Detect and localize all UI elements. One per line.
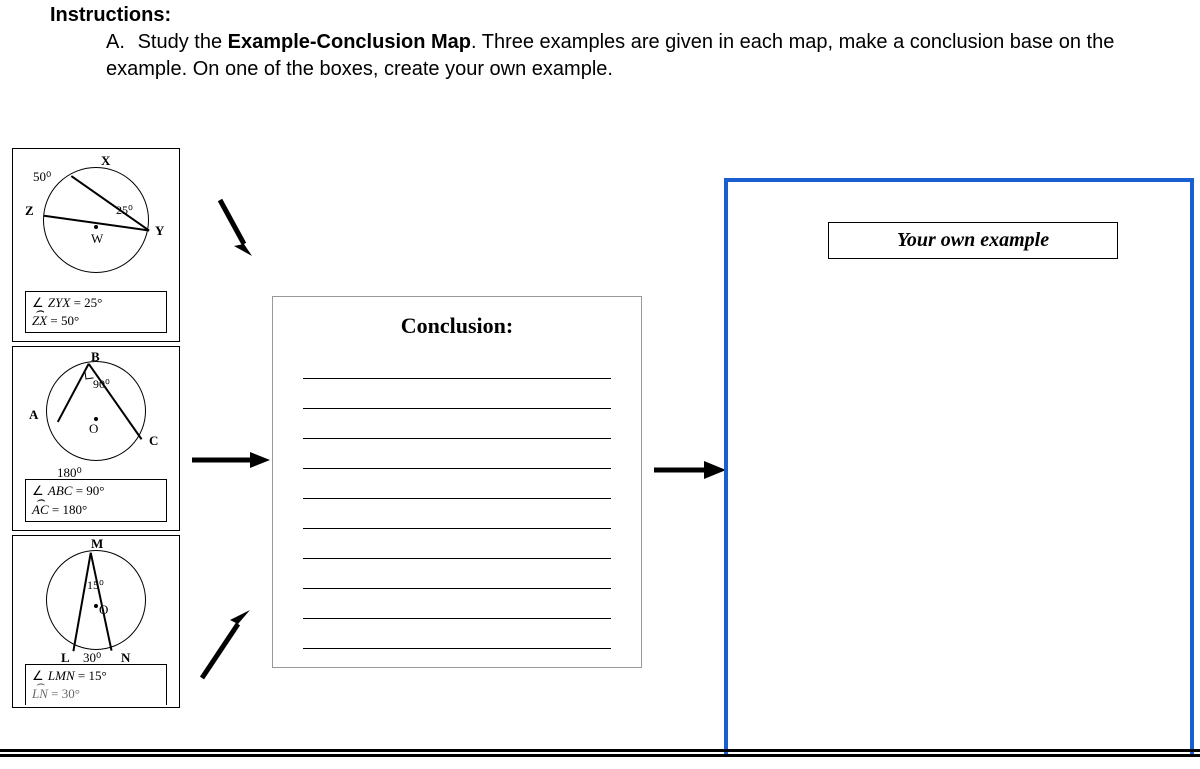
arc-30: 30⁰	[83, 650, 101, 666]
conclusion-lines	[303, 357, 611, 649]
point-x: X	[101, 153, 110, 169]
point-z: Z	[25, 203, 34, 219]
examples-column: X Y Z W 50⁰ 25⁰ ZYX = 25° ZX = 50° B A C…	[12, 148, 180, 708]
write-line[interactable]	[303, 627, 611, 649]
write-line[interactable]	[303, 537, 611, 559]
instructions-text-bold: Example-Conclusion Map	[228, 31, 471, 53]
point-a: A	[29, 407, 38, 423]
arrow-conclusion-to-own	[650, 450, 730, 490]
point-y: Y	[155, 223, 164, 239]
example-box-1: X Y Z W 50⁰ 25⁰ ZYX = 25° ZX = 50°	[12, 148, 180, 342]
point-l: L	[61, 650, 70, 666]
fact-3b: LN = 30°	[32, 685, 160, 703]
fact-2b: AC = 180°	[32, 501, 160, 519]
angle-25: 25⁰	[116, 203, 133, 218]
arc-180: 180⁰	[57, 465, 82, 481]
arrow-ex3-to-conclusion	[188, 600, 268, 690]
point-b: B	[91, 349, 100, 365]
write-line[interactable]	[303, 477, 611, 499]
write-line[interactable]	[303, 357, 611, 379]
arrow-ex1-to-conclusion	[200, 190, 270, 270]
example-box-3: M L N O 15⁰ 30⁰ LMN = 15° LN = 30°	[12, 535, 180, 708]
circle-3	[46, 550, 146, 650]
angle-90: 90⁰	[93, 377, 110, 392]
facts-1: ZYX = 25° ZX = 50°	[25, 291, 167, 333]
write-line[interactable]	[303, 597, 611, 619]
angle-15: 15⁰	[87, 578, 104, 593]
instructions-text-pre: Study the	[138, 31, 228, 53]
fact-1b: ZX = 50°	[32, 312, 160, 330]
center-w: W	[91, 231, 103, 247]
bottom-double-rule	[0, 749, 1200, 757]
instructions-body: A. Study the Example-Conclusion Map. Thr…	[106, 29, 1170, 83]
conclusion-box: Conclusion:	[272, 296, 642, 668]
own-example-box[interactable]: Your own example	[724, 178, 1194, 754]
arrow-ex2-to-conclusion	[186, 440, 276, 480]
facts-3: LMN = 15° LN = 30°	[25, 664, 167, 705]
circle-diagram-1: X Y Z W 50⁰ 25⁰	[31, 155, 161, 285]
center-o-3: O	[99, 602, 108, 618]
instructions-letter: A.	[106, 29, 132, 56]
circle-diagram-2: B A C O 90⁰ 180⁰	[31, 353, 161, 473]
circle-diagram-3: M L N O 15⁰ 30⁰	[31, 542, 161, 658]
point-m: M	[91, 536, 103, 552]
center-o-2: O	[89, 421, 98, 437]
point-c: C	[149, 433, 158, 449]
fact-3a: LMN = 15°	[32, 667, 160, 685]
instructions-heading: Instructions:	[50, 4, 1170, 27]
fact-1a: ZYX = 25°	[32, 294, 160, 312]
facts-2: ABC = 90° AC = 180°	[25, 479, 167, 521]
write-line[interactable]	[303, 507, 611, 529]
fact-2a: ABC = 90°	[32, 482, 160, 500]
write-line[interactable]	[303, 567, 611, 589]
example-box-2: B A C O 90⁰ 180⁰ ABC = 90° AC = 180°	[12, 346, 180, 530]
write-line[interactable]	[303, 447, 611, 469]
own-example-label: Your own example	[828, 222, 1118, 259]
write-line[interactable]	[303, 387, 611, 409]
center-dot-3	[94, 604, 98, 608]
center-dot	[94, 225, 98, 229]
instructions-block: Instructions: A. Study the Example-Concl…	[50, 4, 1170, 83]
conclusion-title: Conclusion:	[303, 313, 611, 339]
arc-50: 50⁰	[33, 169, 51, 185]
write-line[interactable]	[303, 417, 611, 439]
point-n: N	[121, 650, 130, 666]
